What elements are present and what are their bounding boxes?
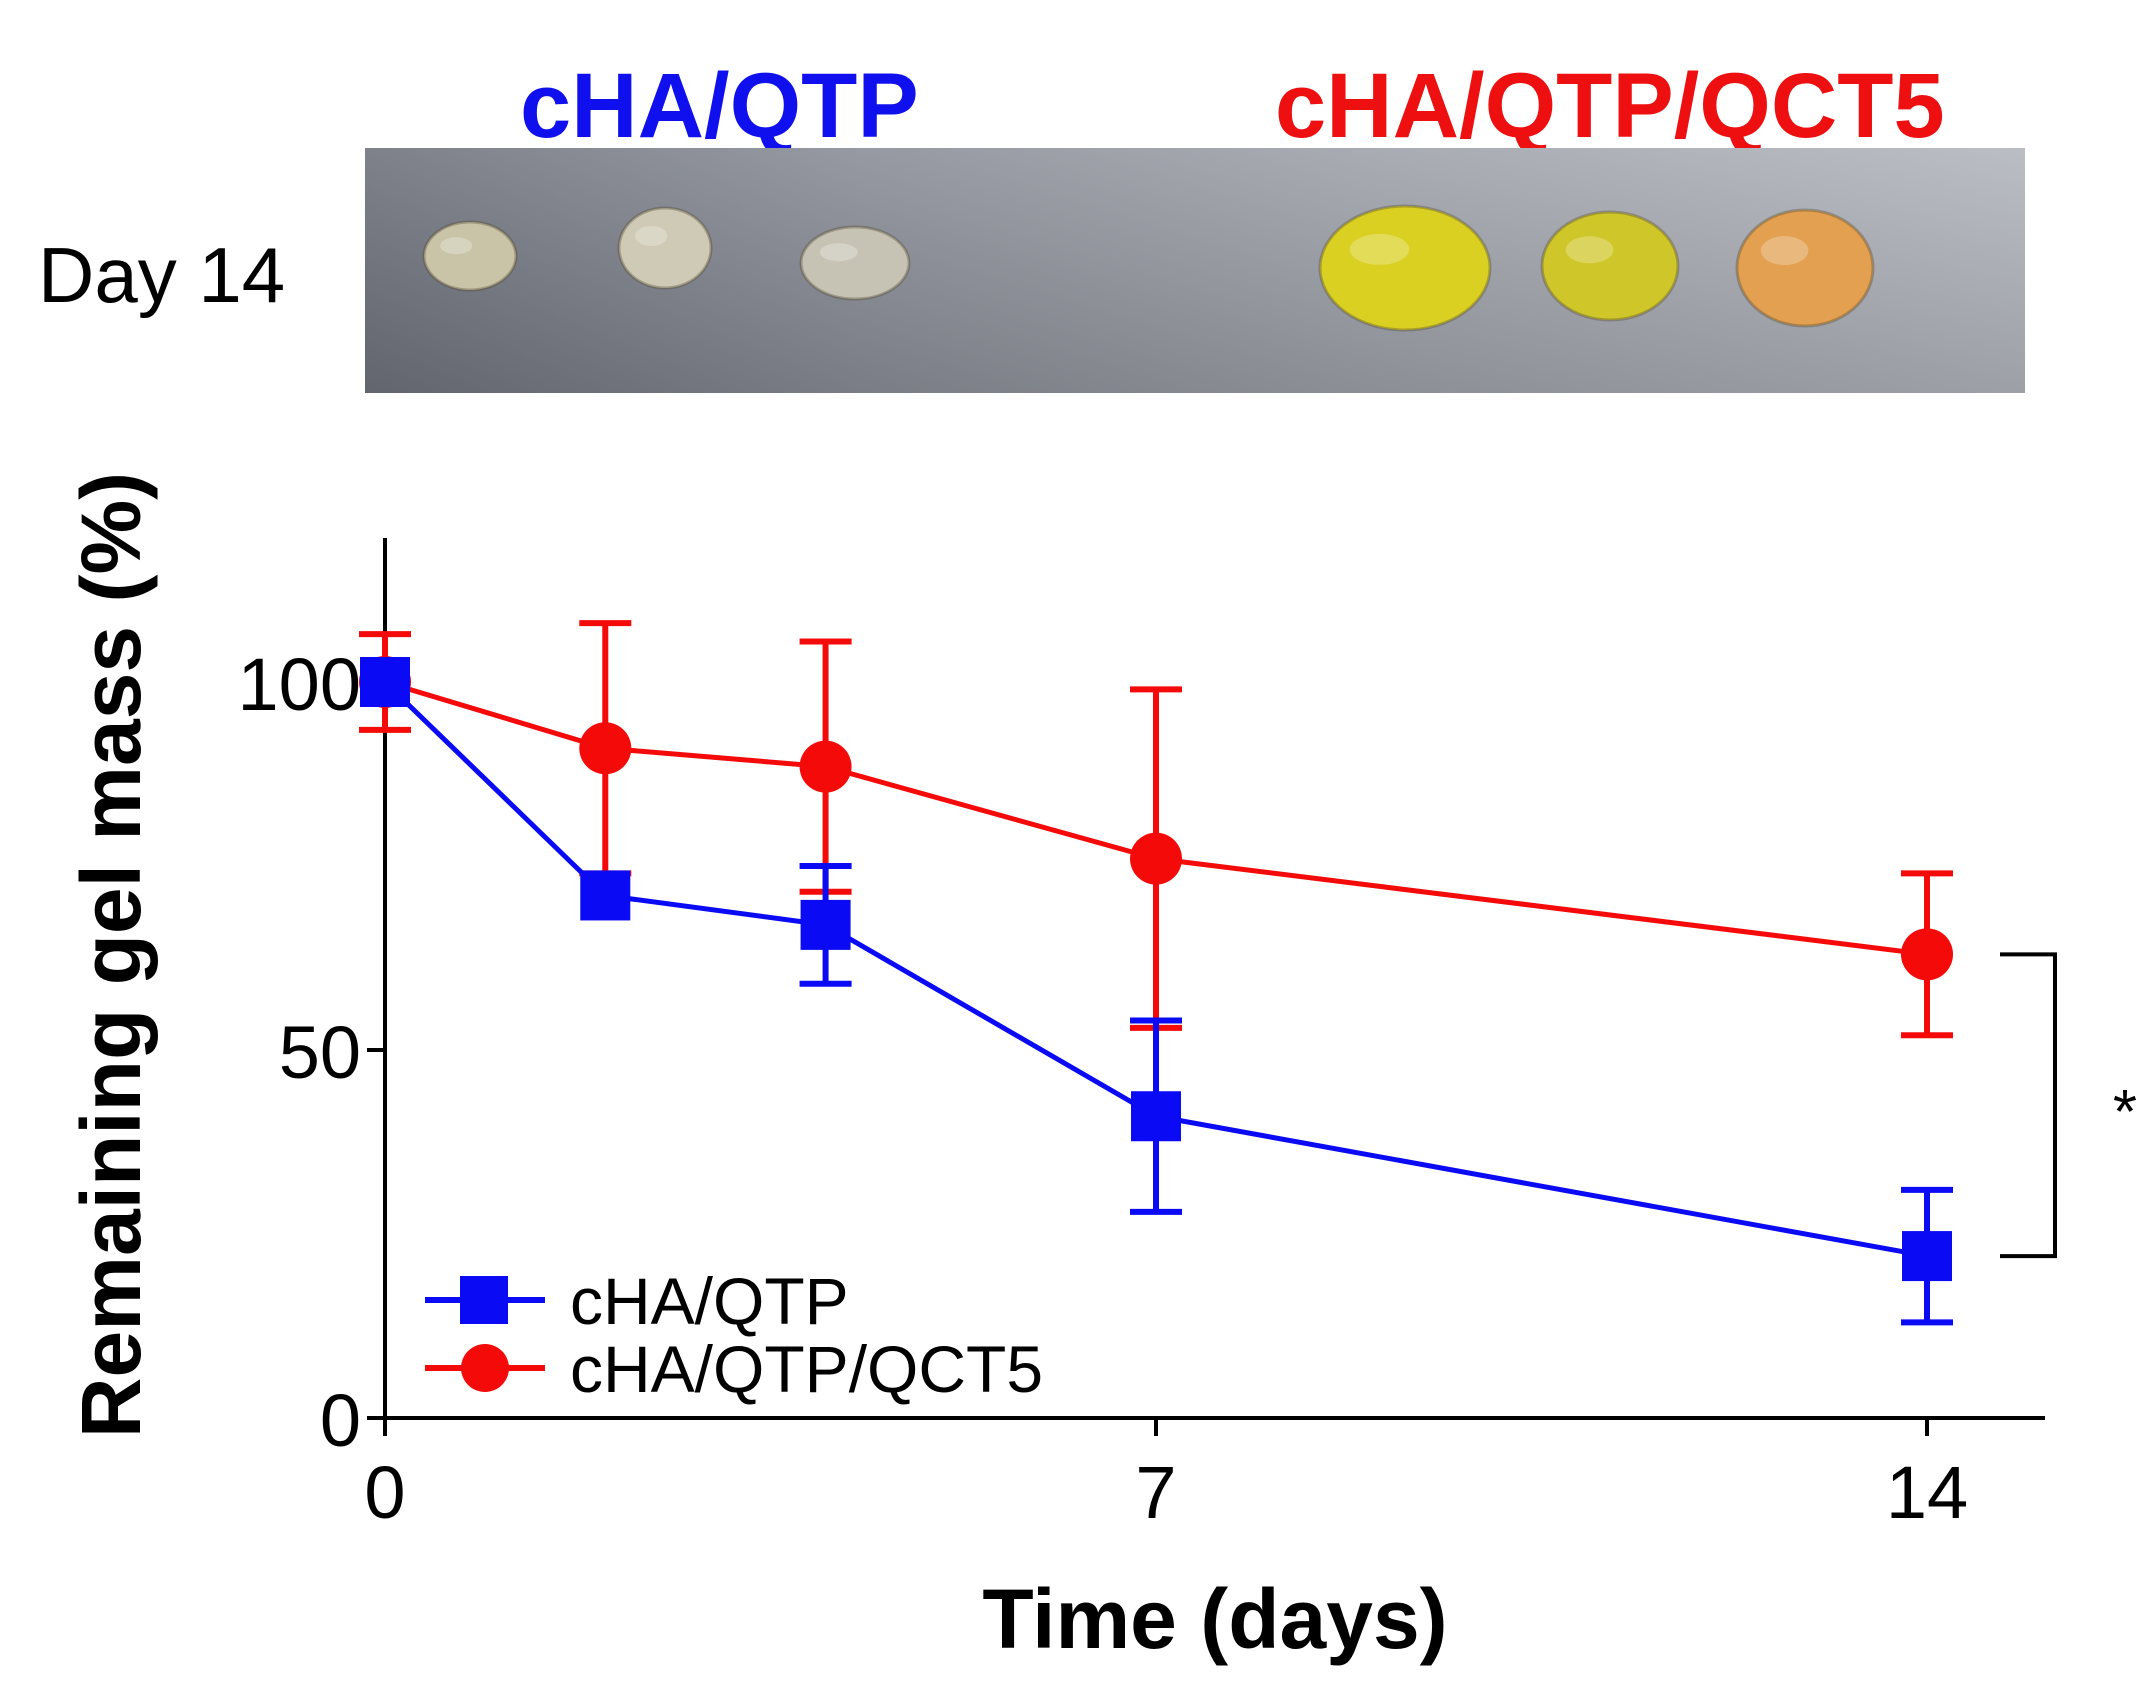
- data-point: [580, 870, 631, 921]
- x-axis-label: Time (days): [982, 1572, 1447, 1666]
- y-axis-label: Remaining gel mass (%): [64, 472, 158, 1438]
- data-point: [1902, 1231, 1952, 1282]
- legend-marker: [461, 1344, 509, 1392]
- series-cha-qtp-qct5: [359, 620, 1953, 1039]
- x-tick-label: 7: [1135, 1451, 1176, 1534]
- gel-sample: [1318, 204, 1492, 332]
- gel-highlight: [635, 226, 668, 246]
- group-title-cha-qtp: cHA/QTP: [520, 55, 919, 157]
- gel-highlight: [819, 243, 858, 262]
- x-tick-label: 0: [364, 1451, 405, 1534]
- gel-sample: [422, 220, 518, 292]
- gel-highlight: [440, 237, 473, 255]
- legend-label: cHA/QTP: [570, 1264, 849, 1338]
- gel-sample: [617, 206, 713, 290]
- gel-sample: [1735, 208, 1875, 328]
- gel-highlight: [1760, 236, 1809, 266]
- legend-marker: [460, 1276, 508, 1324]
- y-tick-label: 0: [320, 1379, 361, 1462]
- gel-photo: [365, 148, 2025, 393]
- data-point: [799, 740, 852, 793]
- y-tick-label: 100: [238, 643, 361, 726]
- data-point: [1901, 928, 1953, 981]
- data-point: [360, 657, 410, 707]
- gel-highlight: [1349, 233, 1410, 265]
- gel-highlight: [1565, 236, 1614, 264]
- x-tick-label: 14: [1886, 1451, 1968, 1534]
- data-point: [1131, 1091, 1181, 1142]
- significance-bracket: [2000, 952, 2057, 1259]
- y-tick-label: 50: [279, 1011, 361, 1094]
- legend-label: cHA/QTP/QCT5: [570, 1332, 1043, 1406]
- data-point: [800, 899, 851, 950]
- series-cha-qtp: [360, 657, 1953, 1326]
- data-point: [1130, 832, 1182, 885]
- gel-sample: [1540, 210, 1680, 322]
- day-label: Day 14: [38, 231, 286, 319]
- gel-sample: [799, 225, 911, 301]
- data-point: [579, 722, 632, 775]
- significance-label: *: [2113, 1078, 2137, 1147]
- group-title-cha-qtp-qct5: cHA/QTP/QCT5: [1275, 55, 1945, 157]
